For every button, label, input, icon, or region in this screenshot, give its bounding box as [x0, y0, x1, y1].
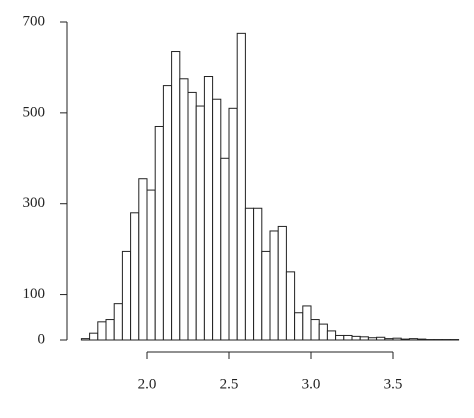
bar [327, 331, 335, 340]
bar [131, 213, 139, 340]
bar [155, 126, 163, 340]
bar [106, 320, 114, 340]
x-tick-label: 2.0 [138, 376, 157, 392]
bar [319, 324, 327, 340]
bar [360, 337, 368, 340]
bar [188, 92, 196, 340]
bar [172, 52, 180, 340]
bar [286, 272, 294, 340]
y-tick-label: 700 [23, 13, 46, 29]
bar [90, 333, 98, 340]
bar [254, 208, 262, 340]
bar [196, 106, 204, 340]
y-tick-label: 300 [23, 195, 46, 211]
bar [204, 77, 212, 340]
bar [377, 337, 385, 340]
bar [213, 99, 221, 340]
bar [180, 79, 188, 340]
bar [237, 33, 245, 340]
bar [295, 313, 303, 340]
bar [221, 158, 229, 340]
y-tick-label: 500 [23, 104, 46, 120]
bar [311, 320, 319, 340]
y-tick-label: 0 [38, 331, 46, 347]
x-tick-label: 3.0 [302, 376, 321, 392]
bar [98, 322, 106, 340]
bar [344, 335, 352, 340]
bar [122, 251, 130, 340]
x-tick-label: 3.5 [384, 376, 403, 392]
bar [418, 339, 426, 340]
bar [352, 336, 360, 340]
bar [262, 251, 270, 340]
bar [270, 231, 278, 340]
y-tick-label: 100 [23, 286, 46, 302]
bar [385, 339, 393, 340]
bar [245, 208, 253, 340]
bar [139, 179, 147, 340]
bar [81, 339, 89, 340]
bar [229, 108, 237, 340]
bar [303, 306, 311, 340]
bar [401, 339, 409, 340]
bar [147, 190, 155, 340]
bar [336, 335, 344, 340]
bar [278, 226, 286, 340]
bar [393, 338, 401, 340]
bar [114, 304, 122, 340]
bar [409, 339, 417, 340]
bar [163, 86, 171, 340]
x-tick-label: 2.5 [220, 376, 239, 392]
bar [368, 338, 376, 340]
